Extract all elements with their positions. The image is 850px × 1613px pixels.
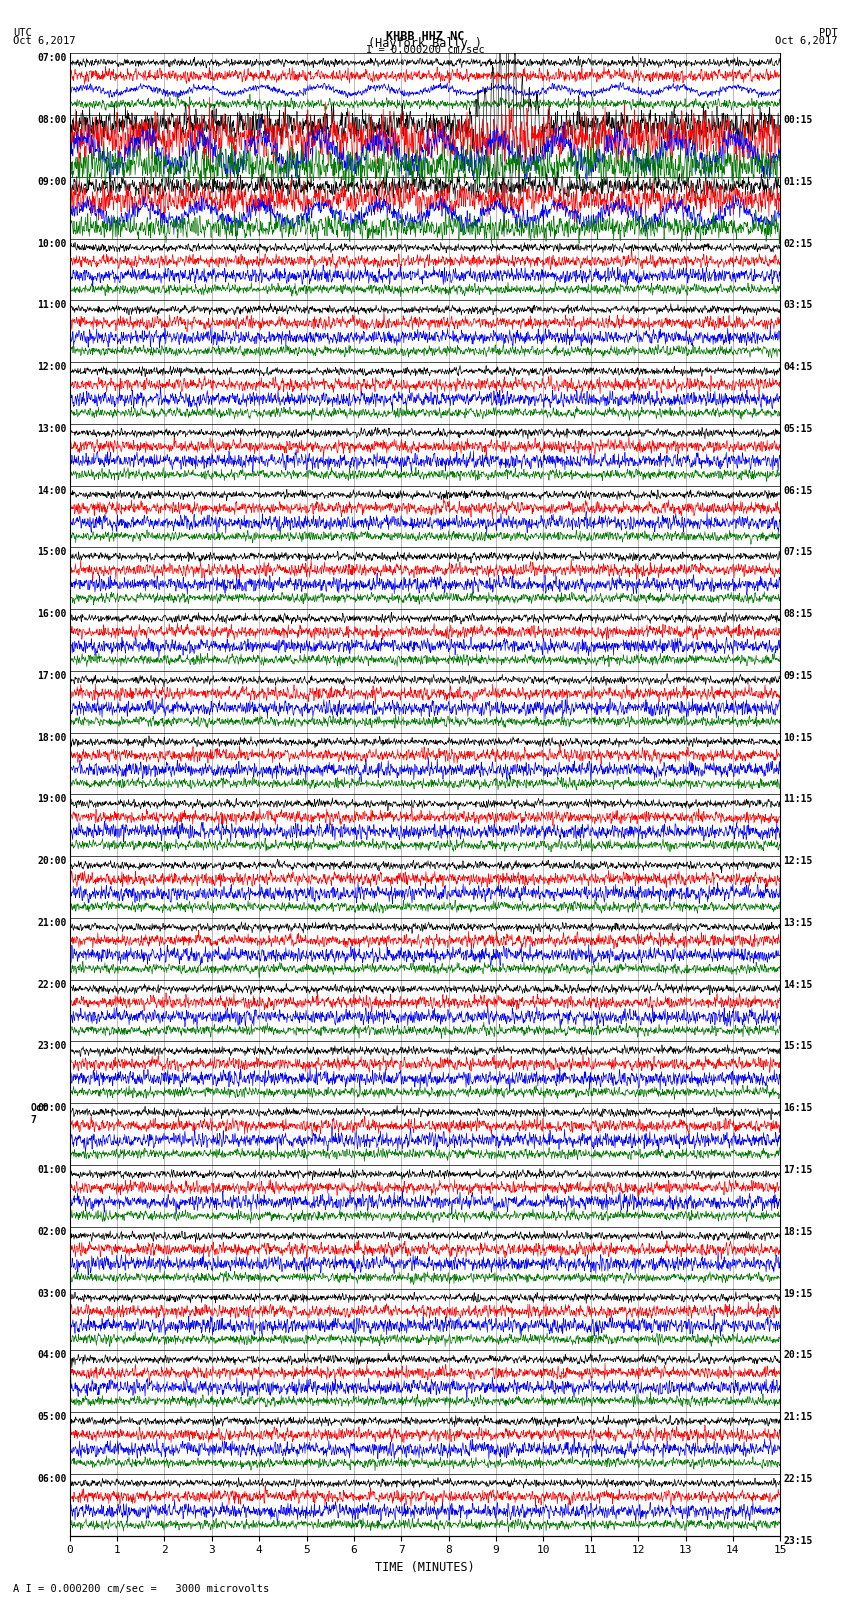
- Text: (Hayfork Bally ): (Hayfork Bally ): [368, 37, 482, 50]
- Text: Oct 6,2017: Oct 6,2017: [13, 37, 76, 47]
- X-axis label: TIME (MINUTES): TIME (MINUTES): [375, 1561, 475, 1574]
- Text: A I = 0.000200 cm/sec =   3000 microvolts: A I = 0.000200 cm/sec = 3000 microvolts: [13, 1584, 269, 1594]
- Text: Oct
7: Oct 7: [31, 1103, 48, 1124]
- Text: Oct 6,2017: Oct 6,2017: [774, 37, 837, 47]
- Text: PDT: PDT: [819, 29, 837, 39]
- Text: UTC: UTC: [13, 29, 31, 39]
- Text: I = 0.000200 cm/sec: I = 0.000200 cm/sec: [366, 45, 484, 55]
- Text: KHBB HHZ NC: KHBB HHZ NC: [386, 31, 464, 44]
